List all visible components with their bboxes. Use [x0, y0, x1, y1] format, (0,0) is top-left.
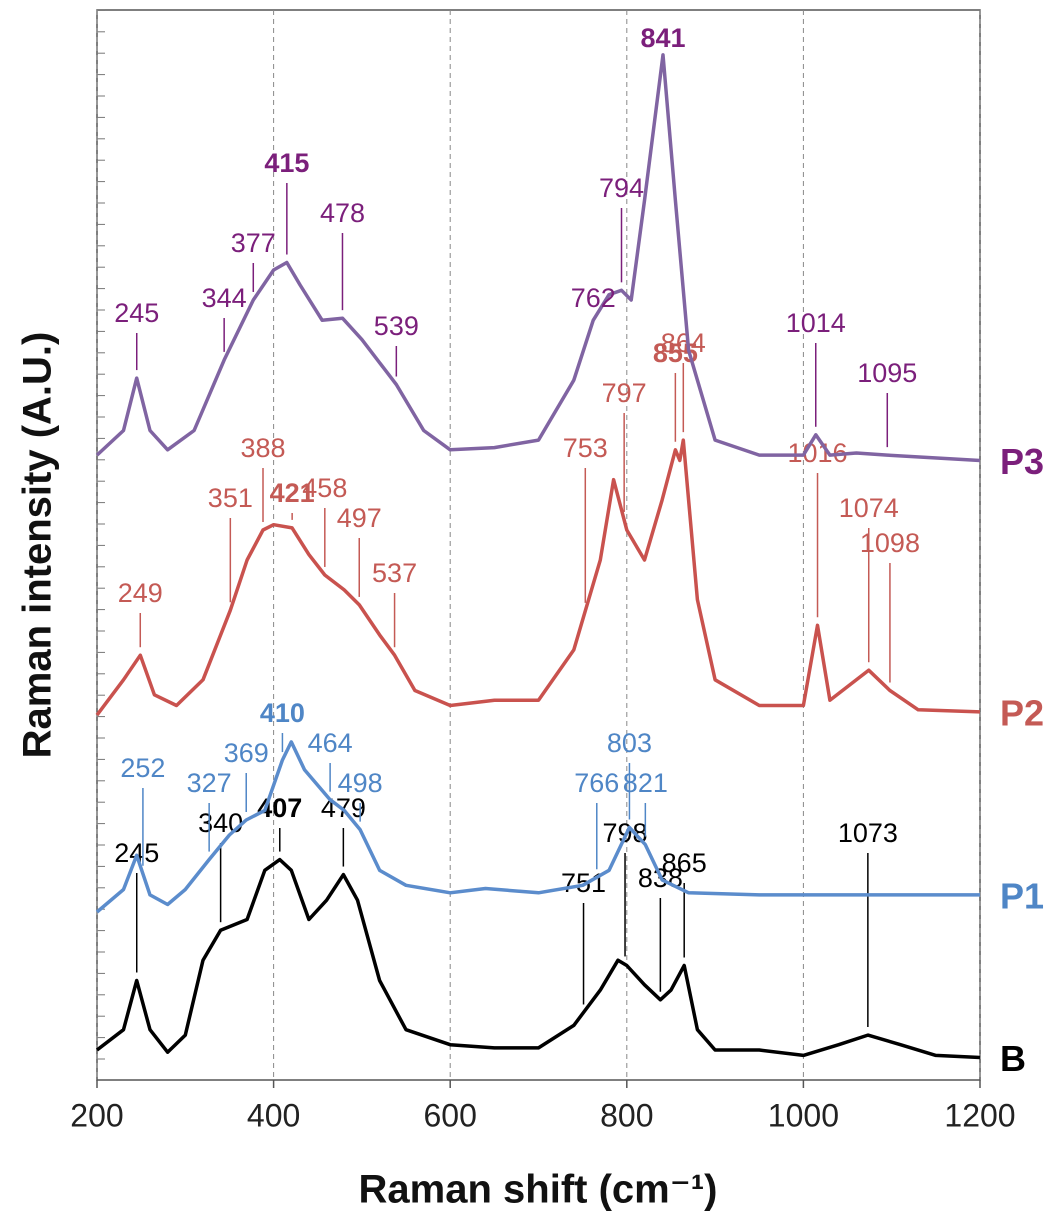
peak-label: 753 [563, 433, 608, 463]
peak-label: 865 [662, 848, 707, 878]
series-name: P1 [1000, 875, 1044, 916]
peak-label: 369 [224, 738, 269, 768]
peak-label: 497 [337, 503, 382, 533]
peak-label: 1014 [786, 308, 846, 338]
peak-label: 464 [308, 728, 353, 758]
peak-label: 539 [374, 311, 419, 341]
series-name: B [1000, 1038, 1026, 1079]
peak-label: 537 [372, 558, 417, 588]
peak-label: 327 [187, 768, 232, 798]
peak-label: 1074 [839, 493, 899, 523]
peak-label: 458 [302, 473, 347, 503]
y-axis-label: Raman intensity (A.U.) [16, 332, 60, 759]
peak-label: 1095 [857, 358, 917, 388]
peak-label: 421 [270, 478, 315, 508]
peak-label: 478 [320, 198, 365, 228]
peak-label: 864 [661, 328, 706, 358]
spectrum-line [95, 740, 980, 914]
series-name: P3 [1000, 441, 1044, 482]
peak-label: 245 [114, 838, 159, 868]
peak-label: 249 [118, 578, 163, 608]
peak-label: 410 [260, 698, 305, 728]
spectrum-line [95, 857, 981, 1060]
peak-label: 415 [264, 148, 309, 178]
peak-label: 344 [202, 283, 247, 313]
peak-label: 377 [231, 228, 276, 258]
peak-label: 797 [602, 378, 647, 408]
x-tick-label: 200 [70, 1097, 123, 1133]
peak-label: 245 [114, 298, 159, 328]
peak-label: 762 [571, 283, 616, 313]
peak-label: 340 [198, 808, 243, 838]
x-tick-label: 1000 [768, 1097, 839, 1133]
x-tick-label: 600 [424, 1097, 477, 1133]
plot-frame [96, 9, 981, 1081]
peak-label: 794 [599, 173, 644, 203]
peak-label: 803 [607, 728, 652, 758]
peak-label: 351 [208, 483, 253, 513]
spectrum-line [95, 438, 981, 717]
peak-label: 388 [240, 433, 285, 463]
x-axis-label: Raman shift (cm⁻¹) [359, 1168, 718, 1212]
peak-label: 1098 [860, 528, 920, 558]
series-name: P2 [1000, 692, 1044, 733]
peak-label: 498 [338, 768, 383, 798]
x-tick-label: 1200 [944, 1097, 1015, 1133]
spectrum-line [95, 53, 981, 463]
peak-label: 1073 [838, 818, 898, 848]
peak-label: 766 [574, 768, 619, 798]
peak-label: 252 [120, 753, 165, 783]
peak-label: 841 [640, 23, 685, 53]
peak-label: 821 [623, 768, 668, 798]
x-tick-label: 800 [600, 1097, 653, 1133]
x-tick-label: 400 [247, 1097, 300, 1133]
